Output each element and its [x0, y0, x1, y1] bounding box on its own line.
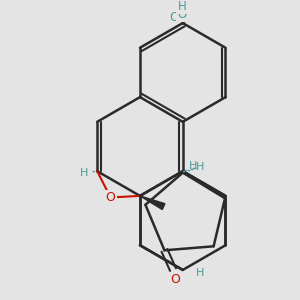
- Polygon shape: [140, 196, 165, 209]
- Text: H: H: [196, 162, 204, 172]
- Text: H: H: [189, 161, 198, 171]
- Text: O: O: [177, 8, 186, 21]
- Text: H: H: [178, 11, 188, 24]
- Text: H: H: [196, 268, 204, 278]
- Text: O: O: [170, 273, 180, 286]
- Text: O: O: [169, 11, 179, 24]
- Text: H: H: [178, 1, 187, 13]
- Text: H: H: [80, 168, 88, 178]
- Text: O: O: [106, 191, 116, 204]
